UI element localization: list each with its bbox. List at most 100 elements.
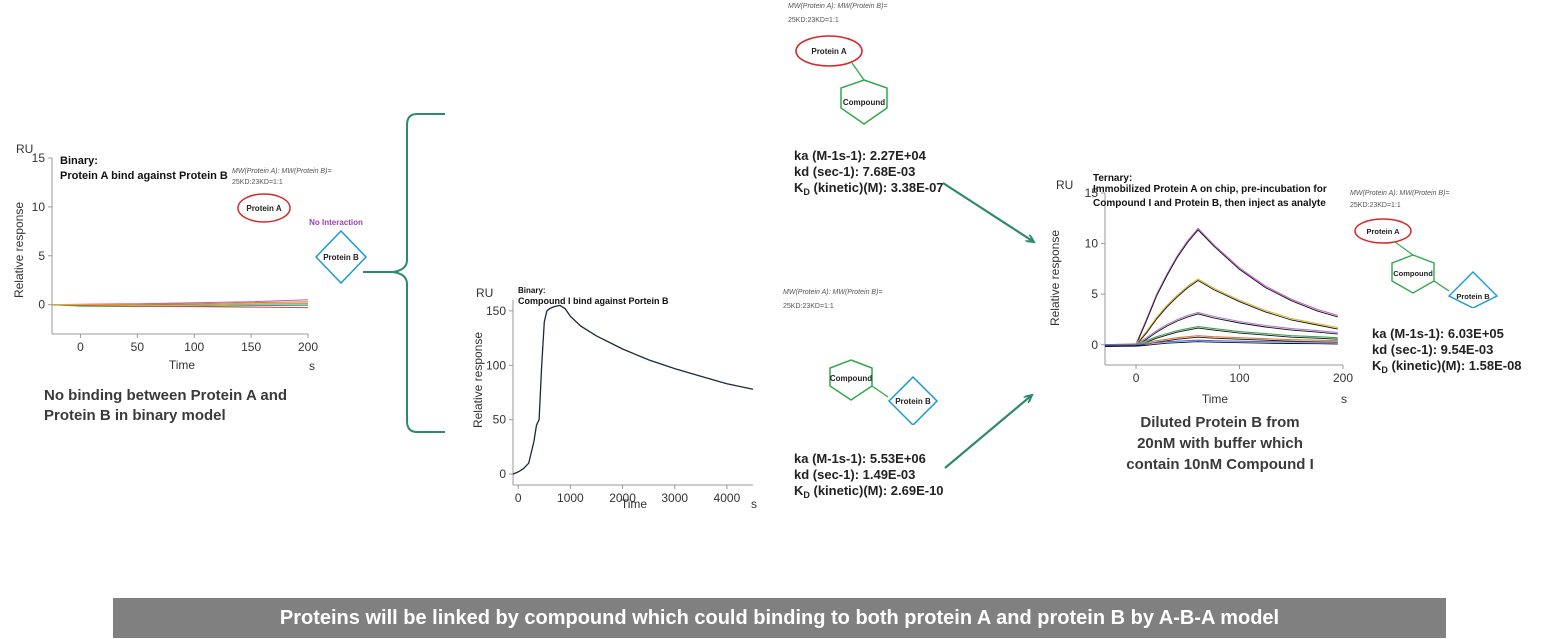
chart1-subtitle: Protein A bind against Protein B: [60, 170, 228, 182]
mid-protein-b-label: Protein B: [895, 397, 931, 406]
fit-line-6: [1104, 341, 1338, 347]
top-kd-kinetic: KD (kinetic)(M): 3.38E-07: [794, 180, 944, 200]
ternary-kd: kd (sec-1): 9.54E-03: [1372, 342, 1494, 357]
ternary-ka: ka (M-1s-1): 6.03E+05: [1372, 326, 1504, 341]
series-line-5: [51, 304, 309, 309]
chart-ternary: 0 5 10 15 0 100 200 RU Ternary: Immobilized Pr…: [1045, 165, 1355, 410]
chart1-xlabel: Time: [169, 358, 196, 372]
chart1-unit-label: RU: [16, 142, 33, 156]
ternary-protein-a-ellipse: [1354, 218, 1412, 244]
chart3-ylabel: Relative response: [1048, 230, 1062, 326]
x-tick-label: 50: [131, 340, 145, 354]
summary-banner-text: Proteins will be linked by compound whic…: [279, 606, 1280, 629]
y-tick-label: 10: [32, 200, 46, 214]
fit-line-1: [1104, 229, 1338, 347]
summary-banner: Proteins will be linked by compound whic…: [113, 598, 1446, 638]
top-kd-sub: D: [803, 187, 810, 197]
chart3-subtitle: Immobilized Protein A on chip, pre-incub…: [1093, 184, 1327, 209]
y-tick-label: 100: [486, 358, 506, 372]
ternary-link-b: [1433, 280, 1450, 292]
chart2-xlabel: Time: [621, 497, 648, 511]
series-line-6: [51, 302, 309, 307]
fit-line-4: [1104, 327, 1338, 347]
ternary-mw-label: MW(Protein A): MW(Protein B)=: [1350, 190, 1450, 197]
ternary-caption: Diluted Protein B from 20nM with buffer …: [1100, 412, 1340, 475]
chart1-title: Binary:: [60, 155, 98, 167]
mid-compound-hexagon: [829, 359, 873, 401]
chart2-subtitle: Compound I bind against Portein B: [518, 296, 669, 306]
x-tick-label: 2000: [609, 491, 636, 505]
top-model-svg: MW(Protein A): MW(Protein B)= 25KD:23KD=…: [788, 3, 888, 125]
series-line-2: [1104, 278, 1338, 346]
ternary-caption-line3: contain 10nM Compound I: [1126, 456, 1314, 473]
top-model-diagram: MW(Protein A): MW(Protein B)= 25KD:23KD=…: [785, 0, 945, 130]
chart1-x-unit: s: [309, 359, 315, 373]
mid-compound-label: Compound: [830, 374, 872, 383]
top-compound-hexagon: [840, 79, 888, 125]
top-protein-a-label: Protein A: [811, 47, 846, 56]
series-line-6: [1104, 339, 1338, 346]
ternary-compound-hexagon: [1391, 254, 1435, 294]
chart3-x-unit: s: [1341, 392, 1347, 406]
fit-line-3: [1104, 313, 1338, 347]
protein-a-ellipse: [237, 193, 291, 223]
chart3-subtitle-wrap: Immobilized Protein A on chip, pre-incub…: [1093, 184, 1327, 209]
panel1-caption-line2: Protein B in binary model: [44, 407, 226, 424]
protein-b-diamond: [314, 229, 368, 285]
y-tick-label: 150: [486, 304, 506, 318]
x-tick-label: 3000: [661, 491, 688, 505]
y-tick-label: 15: [1085, 186, 1099, 200]
mid-model-svg: MW(Protein A): MW(Protein B)= 25KD:23KD=…: [783, 289, 939, 427]
ternary-kd-sub: D: [1381, 365, 1388, 375]
chart1-ylabel: Relative response: [12, 202, 26, 298]
series-line-3: [1104, 311, 1338, 346]
top-link-line: [851, 62, 865, 81]
no-interaction-label: No Interaction: [309, 218, 363, 227]
chart3-xlabel: Time: [1202, 392, 1229, 406]
top-ka: ka (M-1s-1): 2.27E+04: [794, 148, 926, 163]
mid-kd-k: K: [794, 483, 804, 498]
x-tick-label: 150: [241, 340, 261, 354]
y-tick-label: 15: [32, 151, 46, 165]
top-ratio-label: 25KD:23KD=1:1: [788, 17, 839, 24]
ternary-kd-rest: (kinetic)(M): 1.58E-08: [1387, 358, 1522, 373]
y-tick-label: 5: [1091, 287, 1098, 301]
y-tick-label: 50: [493, 413, 507, 427]
chart2-x-unit: s: [751, 497, 757, 511]
ternary-link-a: [1394, 241, 1414, 256]
ternary-protein-b-diamond: [1447, 271, 1499, 309]
mid-kd: kd (sec-1): 1.49E-03: [794, 467, 916, 482]
fit-line-2: [1104, 279, 1338, 347]
top-compound-label: Compound: [843, 98, 885, 107]
panel1-diagram: MW(Protein A): MW(Protein B)= 25KD:23KD=…: [225, 163, 375, 288]
x-tick-label: 100: [184, 340, 204, 354]
arrows-svg: [942, 182, 1050, 469]
top-kd: kd (sec-1): 7.68E-03: [794, 164, 916, 179]
panel1-diagram-svg: MW(Protein A): MW(Protein B)= 25KD:23KD=…: [232, 168, 368, 285]
x-tick-label: 200: [1333, 371, 1353, 385]
ternary-compound-label: Compound: [1393, 269, 1433, 278]
mid-ratio-label: 25KD:23KD=1:1: [783, 303, 834, 310]
mid-mw-label: MW(Protein A): MW(Protein B)=: [783, 289, 883, 296]
chart3-title: Ternary:: [1093, 173, 1132, 184]
y-tick-label: 5: [38, 249, 45, 263]
x-tick-label: 100: [1230, 371, 1250, 385]
top-kd-rest: (kinetic)(M): 3.38E-07: [809, 180, 944, 195]
x-tick-label: 1000: [557, 491, 584, 505]
ternary-model-diagram: MW(Protein A): MW(Protein B)= 25KD:23KD=…: [1347, 183, 1507, 309]
ternary-protein-b-label: Protein B: [1456, 292, 1490, 301]
x-tick-label: 0: [1133, 371, 1140, 385]
x-tick-label: 200: [298, 340, 318, 354]
mid-kd-kinetic: KD (kinetic)(M): 2.69E-10: [794, 483, 944, 503]
panel1-mw-label: MW(Protein A): MW(Protein B)=: [232, 168, 332, 175]
ternary-protein-a-label: Protein A: [1366, 227, 1400, 236]
chart3-unit-label: RU: [1056, 178, 1073, 192]
mid-link-line: [871, 385, 889, 398]
ternary-ratio-label: 25KD:23KD=1:1: [1350, 202, 1401, 209]
x-tick-label: 0: [515, 491, 522, 505]
x-tick-label: 0: [77, 340, 84, 354]
chart3-svg: 0 5 10 15 0 100 200 RU Ternary: Immobilized Pr…: [1048, 173, 1353, 406]
series-line-1: [512, 304, 754, 475]
panel1-caption: No binding between Protein A and Protein…: [44, 386, 287, 426]
